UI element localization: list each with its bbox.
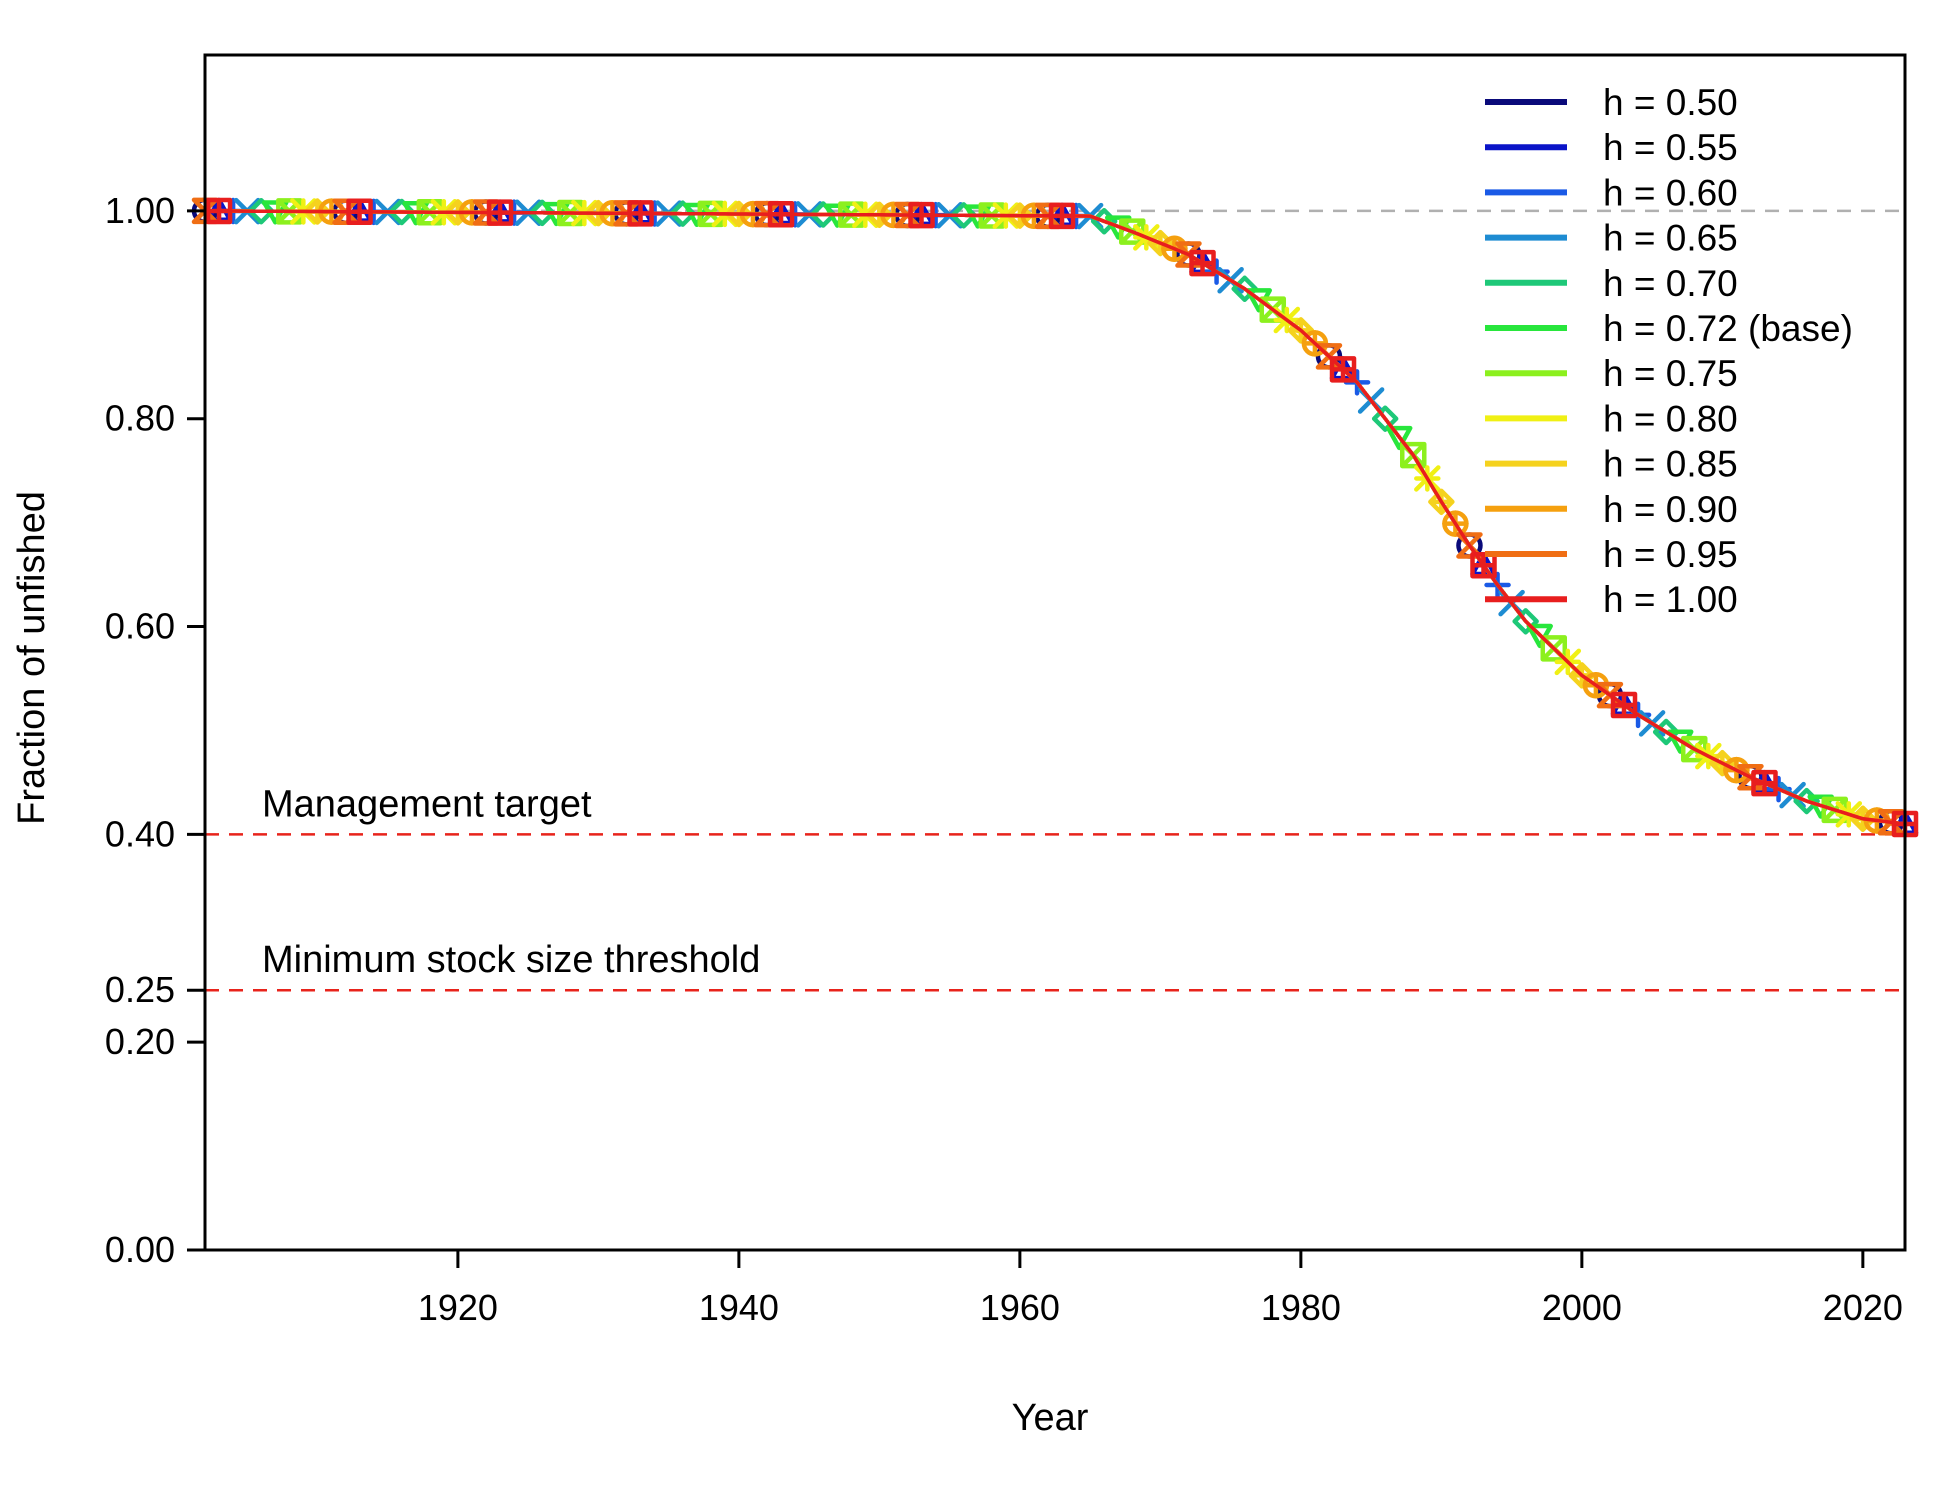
- series-point: [1329, 356, 1357, 383]
- series-point: [486, 199, 514, 226]
- reference-lines: Management target Minimum stock size thre…: [205, 209, 1905, 992]
- series-point: [1189, 249, 1216, 277]
- legend-label: h = 0.60: [1603, 172, 1738, 213]
- series-point: [627, 200, 654, 227]
- reference-line-label-1: Management target: [262, 783, 592, 825]
- y-tick-label: 0.25: [105, 969, 175, 1010]
- y-tick-label: 0.80: [105, 398, 175, 439]
- x-tick-label: 1940: [699, 1287, 779, 1328]
- legend-label: h = 0.90: [1603, 489, 1738, 530]
- x-axis-title: Year: [1012, 1397, 1089, 1439]
- series-point: [1048, 202, 1076, 230]
- plot-frame: [203, 53, 1907, 1252]
- series-point: [1751, 769, 1778, 797]
- legend-label: h = 0.65: [1603, 218, 1738, 259]
- axes-group: 1920 1940 1960 1980 2000 2020 0.00 0.20 0.25 0.40…: [105, 53, 1907, 1328]
- series-point: [1385, 425, 1413, 451]
- legend-label: h = 0.70: [1603, 263, 1738, 304]
- x-tick-label: 1920: [418, 1287, 498, 1328]
- series-group: [191, 197, 1919, 838]
- series-point: [908, 201, 935, 229]
- legend-label: h = 1.00: [1603, 579, 1738, 620]
- reference-line-label-2: Minimum stock size threshold: [262, 939, 760, 981]
- x-tick-label: 2000: [1542, 1287, 1622, 1328]
- series-point: [205, 197, 233, 225]
- y-tick-label: 1.00: [105, 190, 175, 231]
- legend-label: h = 0.80: [1603, 398, 1738, 439]
- x-tick-label: 2020: [1823, 1287, 1903, 1328]
- legend-label: h = 0.85: [1603, 444, 1738, 485]
- legend-label: h = 0.75: [1603, 353, 1738, 394]
- series-point: [1610, 691, 1638, 719]
- y-axis-title: Fraction of unfished: [11, 491, 53, 825]
- legend-label: h = 0.50: [1603, 82, 1738, 123]
- series-point: [1512, 608, 1539, 635]
- y-tick-label: 0.20: [105, 1021, 175, 1062]
- x-tick-label: 1980: [1261, 1287, 1341, 1328]
- y-tick-label: 0.60: [105, 606, 175, 647]
- legend: h = 0.50h = 0.55h = 0.60 h = 0.65h = 0.70…: [1485, 82, 1853, 620]
- series-11: [205, 197, 1919, 838]
- legend-label: h = 0.55: [1603, 127, 1738, 168]
- series-point: [1371, 405, 1399, 432]
- series-point: [346, 198, 373, 226]
- y-tick-label: 0.40: [105, 813, 175, 854]
- series-point: [767, 201, 795, 228]
- legend-label: h = 0.72 (base): [1603, 308, 1853, 349]
- y-tick-label: 0.00: [105, 1229, 175, 1270]
- legend-label: h = 0.95: [1603, 534, 1738, 575]
- x-tick-label: 1960: [980, 1287, 1060, 1328]
